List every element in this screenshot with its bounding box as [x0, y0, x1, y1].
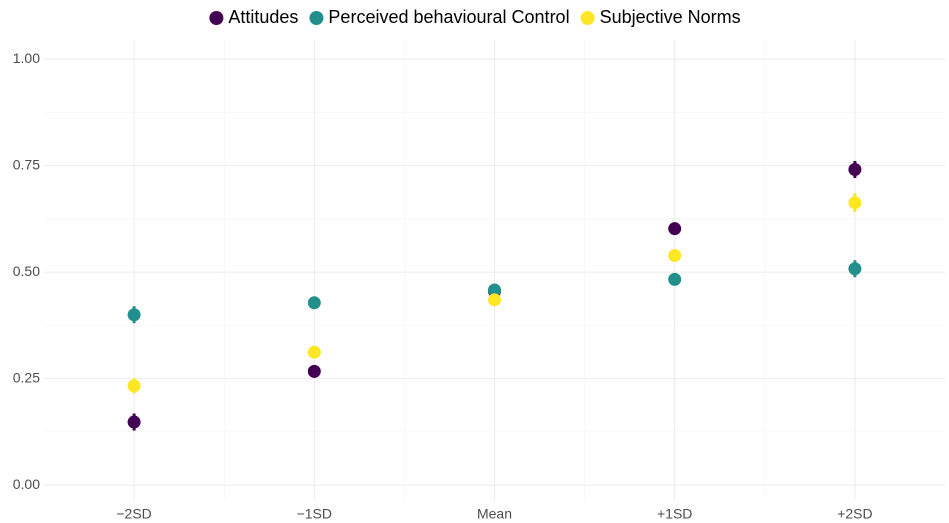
point	[668, 249, 682, 263]
legend: Attitudes Perceived behavioural Control Su…	[209, 7, 741, 27]
x-tick-label: +2SD	[837, 506, 872, 522]
point	[307, 345, 321, 359]
y-tick-label: 1.00	[13, 50, 40, 66]
y-tick-label: 0.50	[13, 263, 40, 279]
point	[307, 296, 321, 310]
point	[488, 283, 501, 297]
legend-label: Perceived behavioural Control	[328, 7, 569, 27]
x-tick-label: Mean	[477, 506, 512, 522]
y-tick-label: 0.00	[13, 476, 40, 492]
point	[668, 272, 682, 286]
legend-swatch	[309, 11, 324, 25]
y-tick-label: 0.75	[13, 156, 40, 172]
legend-label: Subjective Norms	[600, 7, 741, 27]
point	[848, 262, 862, 276]
point	[127, 415, 141, 429]
point	[848, 162, 862, 176]
point	[127, 308, 141, 322]
point	[848, 196, 862, 210]
point	[488, 293, 501, 307]
x-tick-label: −1SD	[297, 506, 332, 522]
legend-label: Attitudes	[228, 7, 298, 27]
legend-swatch	[580, 11, 595, 25]
x-tick-label: +1SD	[657, 506, 692, 522]
legend-swatch	[209, 11, 224, 25]
point	[668, 222, 682, 236]
point	[307, 364, 321, 378]
x-tick-label: −2SD	[116, 506, 151, 522]
y-tick-label: 0.25	[13, 369, 40, 385]
point	[127, 379, 141, 393]
